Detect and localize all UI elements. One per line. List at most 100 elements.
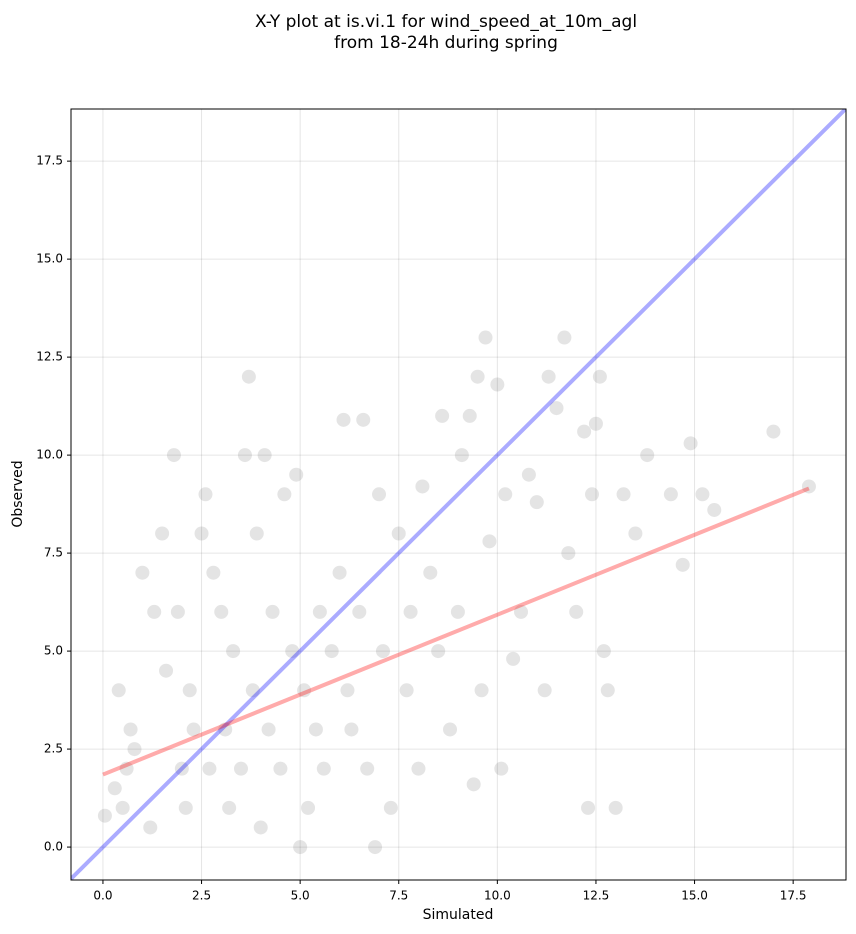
point — [695, 487, 710, 502]
point — [111, 683, 126, 698]
point — [549, 401, 564, 416]
point — [253, 820, 268, 835]
point — [159, 663, 174, 678]
point — [628, 526, 643, 541]
y-tick-label: 12.5 — [36, 350, 63, 364]
point — [588, 416, 603, 431]
y-tick-label: 5.0 — [44, 644, 63, 658]
point — [478, 330, 493, 345]
point — [332, 565, 347, 580]
point — [289, 467, 304, 482]
point — [226, 644, 241, 659]
point — [454, 448, 469, 463]
point — [399, 683, 414, 698]
plot-frame — [70, 108, 847, 881]
point — [561, 546, 576, 561]
point — [494, 761, 509, 776]
point — [194, 526, 209, 541]
y-axis-label: Observed — [10, 460, 26, 527]
point — [174, 761, 189, 776]
point — [324, 644, 339, 659]
point — [340, 683, 355, 698]
point — [600, 683, 615, 698]
point — [383, 800, 398, 815]
y-tick-label: 10.0 — [36, 448, 63, 462]
point — [155, 526, 170, 541]
point — [119, 761, 134, 776]
point — [198, 487, 213, 502]
x-tick-label: 0.0 — [93, 889, 112, 903]
point — [577, 424, 592, 439]
point — [474, 683, 489, 698]
chart-title: from 18-24h during spring — [334, 33, 558, 53]
point — [356, 412, 371, 427]
point — [675, 557, 690, 572]
point — [245, 683, 260, 698]
point — [443, 722, 458, 737]
point — [592, 369, 607, 384]
point — [285, 644, 300, 659]
point — [368, 840, 383, 855]
point — [801, 479, 816, 494]
point — [257, 448, 272, 463]
point — [237, 448, 252, 463]
point — [431, 644, 446, 659]
x-tick-label: 15.0 — [681, 889, 708, 903]
point — [249, 526, 264, 541]
y-tick-label: 17.5 — [36, 154, 63, 168]
point — [466, 777, 481, 792]
point — [596, 644, 611, 659]
y-tick-label: 7.5 — [44, 546, 63, 560]
point — [261, 722, 276, 737]
point — [581, 800, 596, 815]
point — [462, 408, 477, 423]
point — [273, 761, 288, 776]
y-tick-label: 0.0 — [44, 840, 63, 854]
point — [766, 424, 781, 439]
point — [214, 604, 229, 619]
point — [135, 565, 150, 580]
point — [352, 604, 367, 619]
point — [202, 761, 217, 776]
x-tick-label: 12.5 — [583, 889, 610, 903]
point — [97, 808, 112, 823]
point — [514, 604, 529, 619]
point — [360, 761, 375, 776]
point — [391, 526, 406, 541]
x-axis-label: Simulated — [423, 907, 494, 923]
point — [308, 722, 323, 737]
fit-line — [102, 486, 810, 777]
x-tick-label: 7.5 — [389, 889, 408, 903]
point — [297, 683, 312, 698]
point — [372, 487, 387, 502]
point — [218, 722, 233, 737]
point — [182, 683, 197, 698]
point — [616, 487, 631, 502]
point — [608, 800, 623, 815]
point — [127, 742, 142, 757]
point — [178, 800, 193, 815]
point — [506, 651, 521, 666]
point — [569, 604, 584, 619]
point — [166, 448, 181, 463]
point — [415, 479, 430, 494]
x-tick-label: 17.5 — [780, 889, 807, 903]
point — [557, 330, 572, 345]
point — [293, 840, 308, 855]
point — [123, 722, 138, 737]
point — [344, 722, 359, 737]
point — [707, 502, 722, 517]
point — [435, 408, 450, 423]
point — [470, 369, 485, 384]
y-tick-label: 15.0 — [36, 252, 63, 266]
x-tick-label: 2.5 — [192, 889, 211, 903]
point — [450, 604, 465, 619]
point — [316, 761, 331, 776]
point — [186, 722, 201, 737]
point — [206, 565, 221, 580]
point — [265, 604, 280, 619]
point — [241, 369, 256, 384]
point — [490, 377, 505, 392]
point — [423, 565, 438, 580]
x-tick-label: 10.0 — [484, 889, 511, 903]
